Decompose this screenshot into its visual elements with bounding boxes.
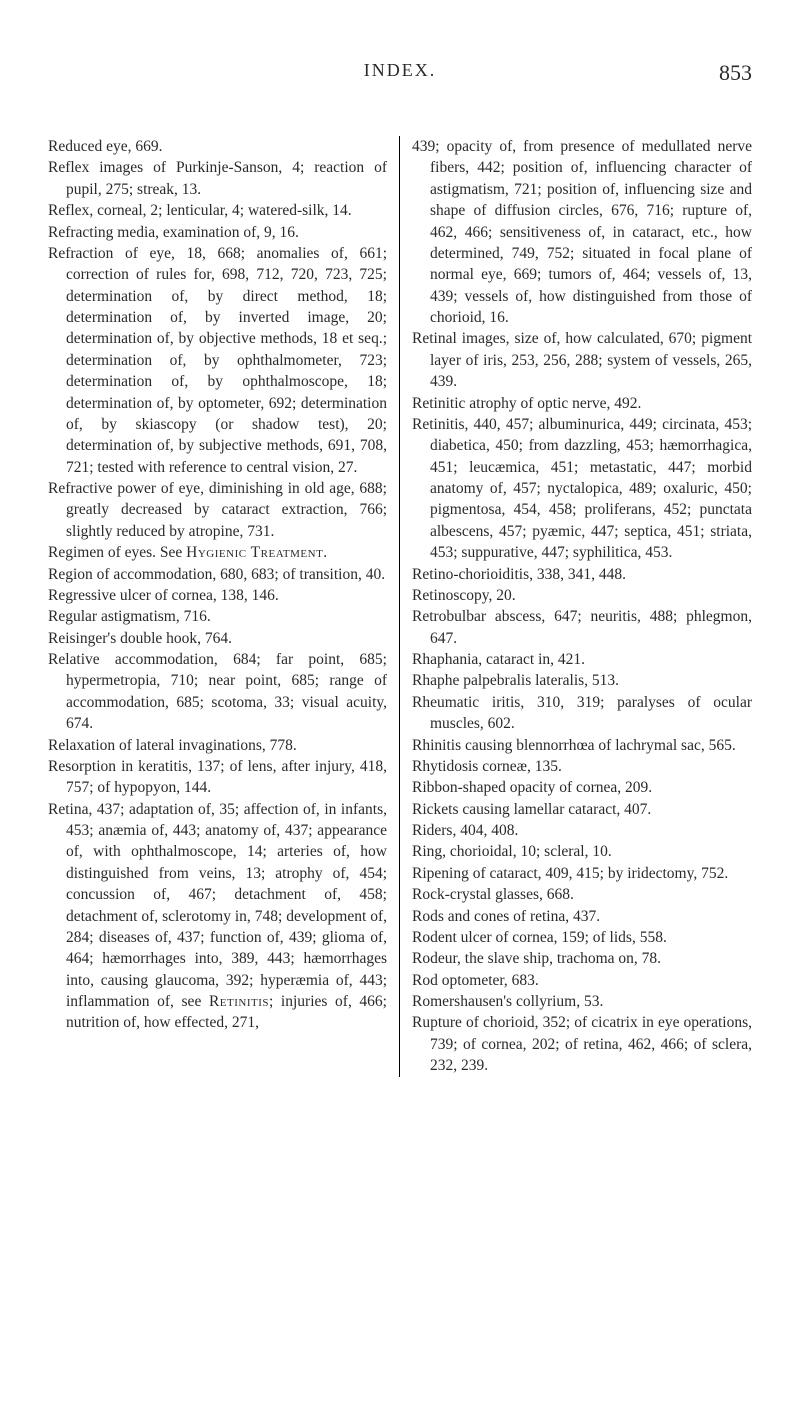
index-entry: Rickets causing lamellar cataract, 407.	[412, 799, 752, 820]
entry-text: Retina, 437; adaptation of, 35; affectio…	[48, 801, 387, 1010]
index-entry: Refractive power of eye, diminishing in …	[48, 478, 387, 542]
index-entry: Regressive ulcer of cornea, 138, 146.	[48, 585, 387, 606]
index-entry: Retinal images, size of, how calculated,…	[412, 328, 752, 392]
header-title: INDEX.	[364, 60, 437, 81]
left-column: Reduced eye, 669. Reflex images of Purki…	[48, 136, 400, 1077]
entry-crossref: Hygienic Treatment.	[186, 544, 328, 561]
index-entry: Rod optometer, 683.	[412, 970, 752, 991]
index-entry: Riders, 404, 408.	[412, 820, 752, 841]
index-entry: Rock-crystal glasses, 668.	[412, 884, 752, 905]
index-entry: Rheumatic iritis, 310, 319; paralyses of…	[412, 692, 752, 735]
index-page: INDEX. 853 Reduced eye, 669. Reflex imag…	[0, 0, 800, 1410]
page-header: INDEX. 853	[48, 60, 752, 108]
index-entry: Reisinger's double hook, 764.	[48, 628, 387, 649]
index-entry: Regimen of eyes. See Hygienic Treatment.	[48, 542, 387, 563]
index-entry: Refraction of eye, 18, 668; anomalies of…	[48, 243, 387, 478]
index-entry: Rhytidosis corneæ, 135.	[412, 756, 752, 777]
index-entry: Rhinitis causing blennorrhœa of lachryma…	[412, 735, 752, 756]
index-entry: Retrobulbar abscess, 647; neuritis, 488;…	[412, 606, 752, 649]
index-entry: Romershausen's collyrium, 53.	[412, 991, 752, 1012]
index-entry: Rupture of chorioid, 352; of cicatrix in…	[412, 1012, 752, 1076]
index-entry: Ribbon-shaped opacity of cornea, 209.	[412, 777, 752, 798]
index-entry: Refracting media, examination of, 9, 16.	[48, 222, 387, 243]
index-entry: Reflex, corneal, 2; lenticular, 4; water…	[48, 200, 387, 221]
index-entry: Retinitis, 440, 457; albuminurica, 449; …	[412, 414, 752, 564]
index-entry: Rodent ulcer of cornea, 159; of lids, 55…	[412, 927, 752, 948]
index-entry-continuation: 439; opacity of, from presence of medull…	[412, 136, 752, 328]
index-entry: Reflex images of Purkinje-Sanson, 4; rea…	[48, 157, 387, 200]
index-entry: Retina, 437; adaptation of, 35; affectio…	[48, 799, 387, 1034]
index-entry: Relaxation of lateral invaginations, 778…	[48, 735, 387, 756]
index-entry: Ring, chorioidal, 10; scleral, 10.	[412, 841, 752, 862]
index-entry: Retinoscopy, 20.	[412, 585, 752, 606]
entry-crossref: Retinitis	[209, 993, 269, 1010]
index-entry: Region of accommodation, 680, 683; of tr…	[48, 564, 387, 585]
index-entry: Rhaphe palpebralis lateralis, 513.	[412, 670, 752, 691]
entry-text: Regimen of eyes. See	[48, 544, 186, 561]
page-number: 853	[719, 60, 752, 86]
index-entry: Rhaphania, cataract in, 421.	[412, 649, 752, 670]
right-column: 439; opacity of, from presence of medull…	[400, 136, 752, 1077]
index-entry: Resorption in keratitis, 137; of lens, a…	[48, 756, 387, 799]
index-entry: Relative accommodation, 684; far point, …	[48, 649, 387, 735]
index-entry: Rodeur, the slave ship, trachoma on, 78.	[412, 948, 752, 969]
columns: Reduced eye, 669. Reflex images of Purki…	[48, 136, 752, 1077]
index-entry: Retino-chorioiditis, 338, 341, 448.	[412, 564, 752, 585]
index-entry: Reduced eye, 669.	[48, 136, 387, 157]
index-entry: Ripening of cataract, 409, 415; by iride…	[412, 863, 752, 884]
index-entry: Rods and cones of retina, 437.	[412, 906, 752, 927]
index-entry: Regular astigmatism, 716.	[48, 606, 387, 627]
index-entry: Retinitic atrophy of optic nerve, 492.	[412, 393, 752, 414]
